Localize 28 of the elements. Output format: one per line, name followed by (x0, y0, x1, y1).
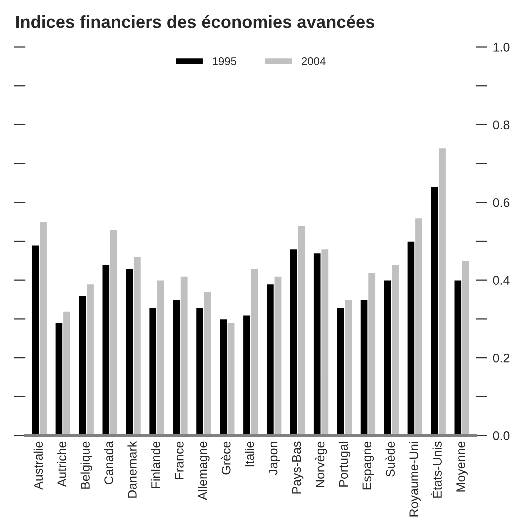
x-tick-label: Australie (34, 442, 44, 490)
x-tick-label: Pays-Bas (292, 442, 304, 494)
chart-title: Indices financiers des économies avancées (16, 15, 375, 28)
x-tick-label: Belgique (80, 442, 92, 489)
y-tick-label: 0.0 (493, 432, 510, 440)
x-tick-label: Japon (268, 442, 280, 476)
y-tick-label: 0.8 (493, 120, 510, 130)
y-tick-label: 0.2 (493, 354, 510, 363)
x-tick-label: France (175, 442, 184, 480)
x-tick-label: Royaume-Uni (409, 442, 421, 517)
x-tick-label: Portugal (338, 442, 351, 487)
legend-label: 1995 (213, 58, 237, 66)
x-tick-label: Moyenne (456, 442, 468, 492)
x-tick-label: Espagne (362, 442, 374, 490)
x-tick-label: Allemagne (198, 442, 210, 500)
x-tick-label: Italie (245, 442, 254, 467)
y-tick-label: 1.0 (494, 43, 510, 52)
x-tick-label: Autriche (57, 442, 66, 488)
x-tick-label: Norvège (315, 442, 328, 488)
x-tick-label: Finlande (151, 442, 160, 488)
y-tick-label: 0.4 (493, 276, 510, 285)
x-tick-label: États-Unis (431, 442, 442, 498)
x-tick-label: Danemark (128, 441, 137, 498)
x-tick-label: Suède (386, 442, 396, 477)
x-tick-label: Grèce (221, 442, 231, 475)
x-tick-label: Canada (104, 441, 114, 484)
legend-label: 2004 (302, 58, 326, 66)
y-tick-label: 0.6 (493, 198, 510, 208)
